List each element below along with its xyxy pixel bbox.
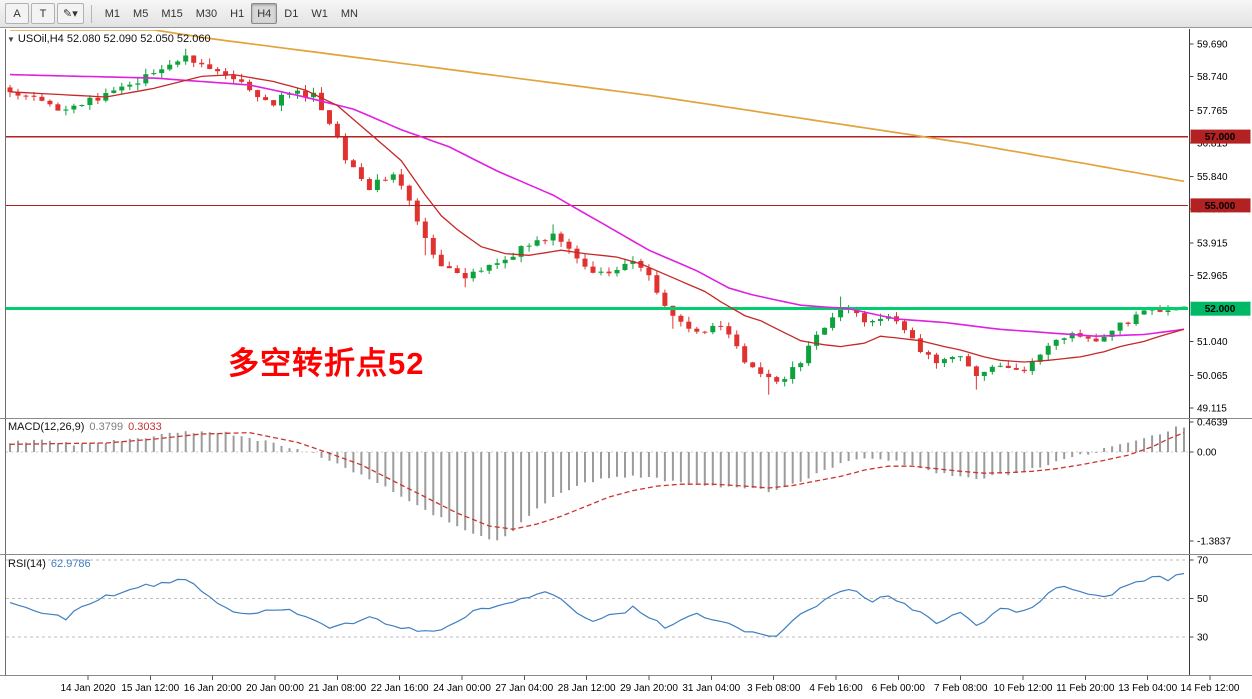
svg-text:55.000: 55.000: [1205, 201, 1236, 212]
price-axis-label: 58.740: [1197, 72, 1228, 83]
macd-axis: 0.4639 0.00 -1.3837: [1189, 418, 1231, 548]
price-badge-57.000: 57.000: [1190, 129, 1251, 144]
time-axis-label: 27 Jan 04:00: [495, 683, 553, 694]
timeframe-button-m15[interactable]: M15: [155, 3, 188, 24]
price-badge-52.000: 52.000: [1190, 301, 1251, 316]
timeframe-button-m1[interactable]: M1: [99, 3, 126, 24]
time-axis-label: 21 Jan 08:00: [308, 683, 366, 694]
price-axis-label: 51.040: [1197, 337, 1228, 348]
macd-axis-label: -1.3837: [1197, 537, 1231, 548]
time-axis-label: 6 Feb 00:00: [872, 683, 926, 694]
time-axis-label: 20 Jan 00:00: [246, 683, 304, 694]
annotate-a-button[interactable]: A: [5, 3, 29, 24]
rsi-axis-label: 70: [1197, 556, 1209, 567]
price-axis-label: 55.840: [1197, 172, 1228, 183]
timeframe-button-m5[interactable]: M5: [127, 3, 154, 24]
chart-frame: [0, 29, 1252, 676]
time-axis-label: 13 Feb 04:00: [1118, 683, 1177, 694]
drawing-tool-dropdown[interactable]: ✎▾: [57, 3, 84, 24]
time-axis-label: 3 Feb 08:00: [747, 683, 801, 694]
time-axis-label: 11 Feb 20:00: [1056, 683, 1115, 694]
rsi-axis-label: 30: [1197, 633, 1209, 644]
rsi-axis: 70 50 30: [1189, 556, 1209, 644]
time-axis: 14 Jan 2020 15 Jan 12:00 16 Jan 20:00 20 Ja…: [60, 675, 1240, 694]
timeframe-button-h1[interactable]: H1: [224, 3, 250, 24]
timeframe-button-w1[interactable]: W1: [305, 3, 334, 24]
macd-axis-label: 0.4639: [1197, 418, 1228, 429]
time-axis-label: 16 Jan 20:00: [184, 683, 242, 694]
time-axis-label: 7 Feb 08:00: [934, 683, 988, 694]
time-axis-label: 22 Jan 16:00: [371, 683, 429, 694]
svg-text:52.000: 52.000: [1205, 304, 1236, 315]
price-axis-label: 52.965: [1197, 271, 1228, 282]
horizontal-lines-layer[interactable]: [6, 135, 1188, 311]
price-axis-label: 59.690: [1197, 40, 1228, 51]
timeframe-button-mn[interactable]: MN: [335, 3, 364, 24]
time-axis-label: 28 Jan 12:00: [558, 683, 616, 694]
toolbar-tools: A T ✎▾: [5, 3, 84, 24]
timeframe-buttons: M1 M5 M15 M30 H1 H4 D1 W1 MN: [99, 3, 364, 24]
rsi-panel: [6, 559, 1188, 638]
macd-signal-line: [9, 432, 1185, 530]
price-badge-55.000: 55.000: [1190, 198, 1251, 213]
timeframe-button-m30[interactable]: M30: [190, 3, 223, 24]
time-axis-label: 29 Jan 20:00: [620, 683, 678, 694]
price-axis-label: 50.065: [1197, 371, 1228, 382]
rsi-line: [9, 572, 1185, 637]
price-axis: 59.69058.74057.76556.81555.84054.89053.9…: [1189, 40, 1251, 415]
ma-slow-line[interactable]: [10, 30, 1185, 183]
time-axis-label: 14 Feb 12:00: [1181, 683, 1240, 694]
time-axis-label: 31 Jan 04:00: [682, 683, 740, 694]
toolbar-separator: [90, 4, 92, 23]
text-tool-button[interactable]: T: [31, 3, 55, 24]
macd-axis-label: 0.00: [1197, 448, 1217, 459]
macd-panel: [6, 426, 1188, 541]
rsi-axis-label: 50: [1197, 594, 1209, 605]
time-axis-label: 4 Feb 16:00: [809, 683, 863, 694]
price-axis-label: 53.915: [1197, 238, 1228, 249]
price-axis-label: 56.815: [1197, 139, 1228, 150]
timeframe-button-d1[interactable]: D1: [278, 3, 304, 24]
time-axis-label: 14 Jan 2020: [60, 683, 115, 694]
price-axis-label: 57.765: [1197, 106, 1228, 117]
ma-mid-line[interactable]: [9, 73, 1185, 338]
timeframe-button-h4[interactable]: H4: [251, 3, 278, 24]
moving-averages-layer: [9, 30, 1185, 363]
svg-text:57.000: 57.000: [1205, 132, 1236, 143]
ma-fast-line[interactable]: [9, 73, 1185, 363]
time-axis-label: 15 Jan 12:00: [121, 683, 179, 694]
time-axis-label: 10 Feb 12:00: [994, 683, 1053, 694]
time-axis-label: 24 Jan 00:00: [433, 683, 491, 694]
chart-background: [0, 28, 1252, 699]
toolbar: A T ✎▾ M1 M5 M15 M30 H1 H4 D1 W1 MN: [0, 0, 1252, 28]
price-axis-label: 49.115: [1197, 404, 1227, 415]
